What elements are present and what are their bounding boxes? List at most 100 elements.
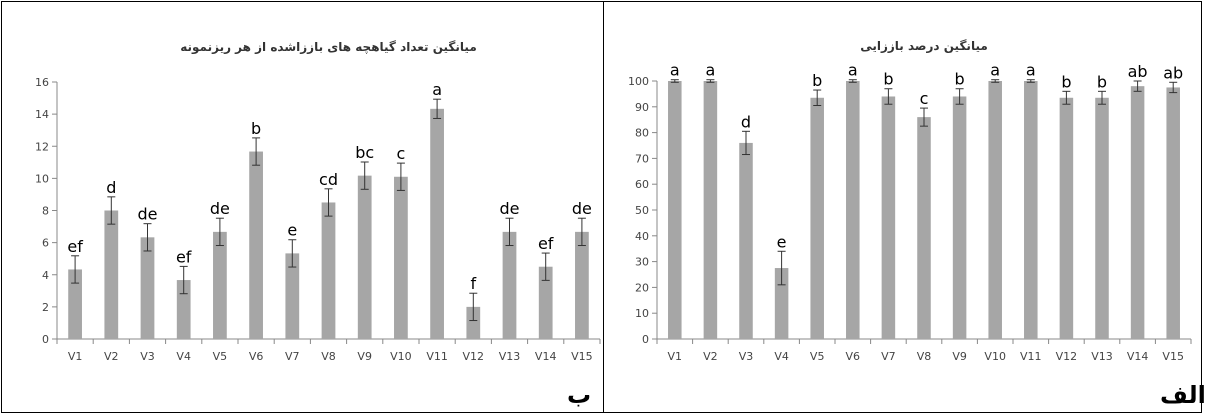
bar-v9 <box>952 96 967 339</box>
significance-letter: c <box>397 144 406 163</box>
significance-letter: a <box>705 61 715 80</box>
x-tick-label: V4 <box>774 350 789 363</box>
bar-v8 <box>917 117 931 340</box>
panel-divider <box>603 1 604 413</box>
y-tick-label: 2 <box>42 301 49 314</box>
significance-letter: de <box>138 205 158 224</box>
x-tick-label: V7 <box>881 350 896 363</box>
significance-letter: f <box>470 274 476 293</box>
x-tick-label: V10 <box>390 350 412 363</box>
chart-right-regeneration-percent: میانگین درصد باززایی 0 10 20 30 40 50 60 70 80 90 1… <box>628 39 1192 363</box>
significance-letter: c <box>920 89 929 108</box>
bar-v6 <box>846 81 860 339</box>
significance-letter: a <box>670 61 680 80</box>
chart-title: میانگین تعداد گیاهچه های باززاشده از هر … <box>180 40 477 55</box>
significance-letter: b <box>883 70 893 89</box>
bar-v5 <box>213 231 227 339</box>
significance-letter: ef <box>176 247 192 266</box>
significance-letter: ab <box>1163 63 1183 82</box>
y-tick-label: 8 <box>42 205 49 218</box>
y-tick-label: 60 <box>635 178 649 191</box>
bar-v3 <box>140 237 155 339</box>
significance-letter: b <box>1061 72 1071 91</box>
bar-v5 <box>810 97 824 340</box>
y-tick-label: 50 <box>635 204 649 217</box>
x-tick-label: V3 <box>739 350 754 363</box>
bar-v11 <box>430 108 444 339</box>
chart-left-regenerated-plantlets: میانگین تعداد گیاهچه های باززاشده از هر … <box>35 40 601 363</box>
x-tick-label: V12 <box>1056 350 1078 363</box>
bar-v9 <box>357 175 372 339</box>
bar-v14 <box>1130 86 1145 339</box>
y-tick-label: 90 <box>635 101 649 114</box>
bar-v7 <box>285 253 300 339</box>
x-tick-label: V14 <box>535 350 557 363</box>
bar-v15 <box>575 231 589 339</box>
x-tick-label: V13 <box>1091 350 1113 363</box>
bar-v6 <box>249 151 263 339</box>
bar-v4 <box>176 280 191 339</box>
y-tick-label: 20 <box>635 281 649 294</box>
x-tick-label: V11 <box>426 350 448 363</box>
significance-letter: b <box>812 71 822 90</box>
x-tick-label: V1 <box>68 350 83 363</box>
x-tick-label: V10 <box>984 350 1006 363</box>
bar-v1 <box>68 269 82 339</box>
x-tick-label: V13 <box>499 350 521 363</box>
panel-label-left: ب <box>567 381 592 409</box>
y-tick-label: 10 <box>635 307 649 320</box>
y-tick-label: 4 <box>42 269 49 282</box>
x-tick-label: V5 <box>810 350 825 363</box>
x-tick-label: V1 <box>668 350 683 363</box>
significance-letter: d <box>106 178 116 197</box>
significance-letter: b <box>1097 72 1107 91</box>
x-tick-label: V8 <box>321 350 336 363</box>
x-tick-label: V2 <box>703 350 718 363</box>
bar-v11 <box>1024 81 1038 339</box>
x-tick-label: V11 <box>1020 350 1042 363</box>
significance-letter: bc <box>355 143 374 162</box>
x-tick-label: V7 <box>285 350 300 363</box>
bar-v10 <box>394 176 408 339</box>
x-tick-label: V9 <box>952 350 967 363</box>
x-tick-label: V4 <box>176 350 191 363</box>
y-tick-label: 30 <box>635 256 649 269</box>
y-tick-label: 70 <box>635 152 649 165</box>
bar-v12 <box>466 306 481 339</box>
y-tick-label: 14 <box>35 108 49 121</box>
significance-letter: de <box>572 199 592 218</box>
x-tick-label: V9 <box>357 350 372 363</box>
y-tick-label: 10 <box>35 172 49 185</box>
significance-letter: b <box>251 119 261 138</box>
bar-v14 <box>538 266 553 339</box>
significance-letter: a <box>848 61 858 80</box>
bar-v7 <box>881 96 896 339</box>
x-tick-label: V8 <box>917 350 932 363</box>
y-tick-label: 6 <box>42 237 49 250</box>
bar-v12 <box>1059 97 1074 340</box>
significance-letter: ef <box>538 234 554 253</box>
x-tick-label: V15 <box>1162 350 1184 363</box>
chart-title: میانگین درصد باززایی <box>860 39 988 53</box>
x-tick-label: V14 <box>1127 350 1149 363</box>
y-tick-label: 0 <box>42 333 49 346</box>
y-tick-label: 40 <box>635 230 649 243</box>
y-tick-label: 16 <box>35 76 49 89</box>
x-tick-label: V12 <box>463 350 485 363</box>
x-tick-label: V3 <box>140 350 155 363</box>
y-tick-label: 100 <box>628 75 649 88</box>
bar-v1 <box>668 81 682 339</box>
significance-letter: e <box>287 221 297 240</box>
significance-letter: d <box>741 112 751 131</box>
significance-letter: b <box>955 70 965 89</box>
significance-letter: cd <box>319 170 338 189</box>
significance-letter: a <box>1026 61 1036 80</box>
significance-letter: ab <box>1128 62 1148 81</box>
x-tick-label: V2 <box>104 350 119 363</box>
bar-v13 <box>502 231 517 339</box>
bar-v2 <box>104 210 119 339</box>
bar-v4 <box>774 268 789 339</box>
significance-letter: ef <box>67 237 83 256</box>
significance-letter: de <box>500 199 520 218</box>
